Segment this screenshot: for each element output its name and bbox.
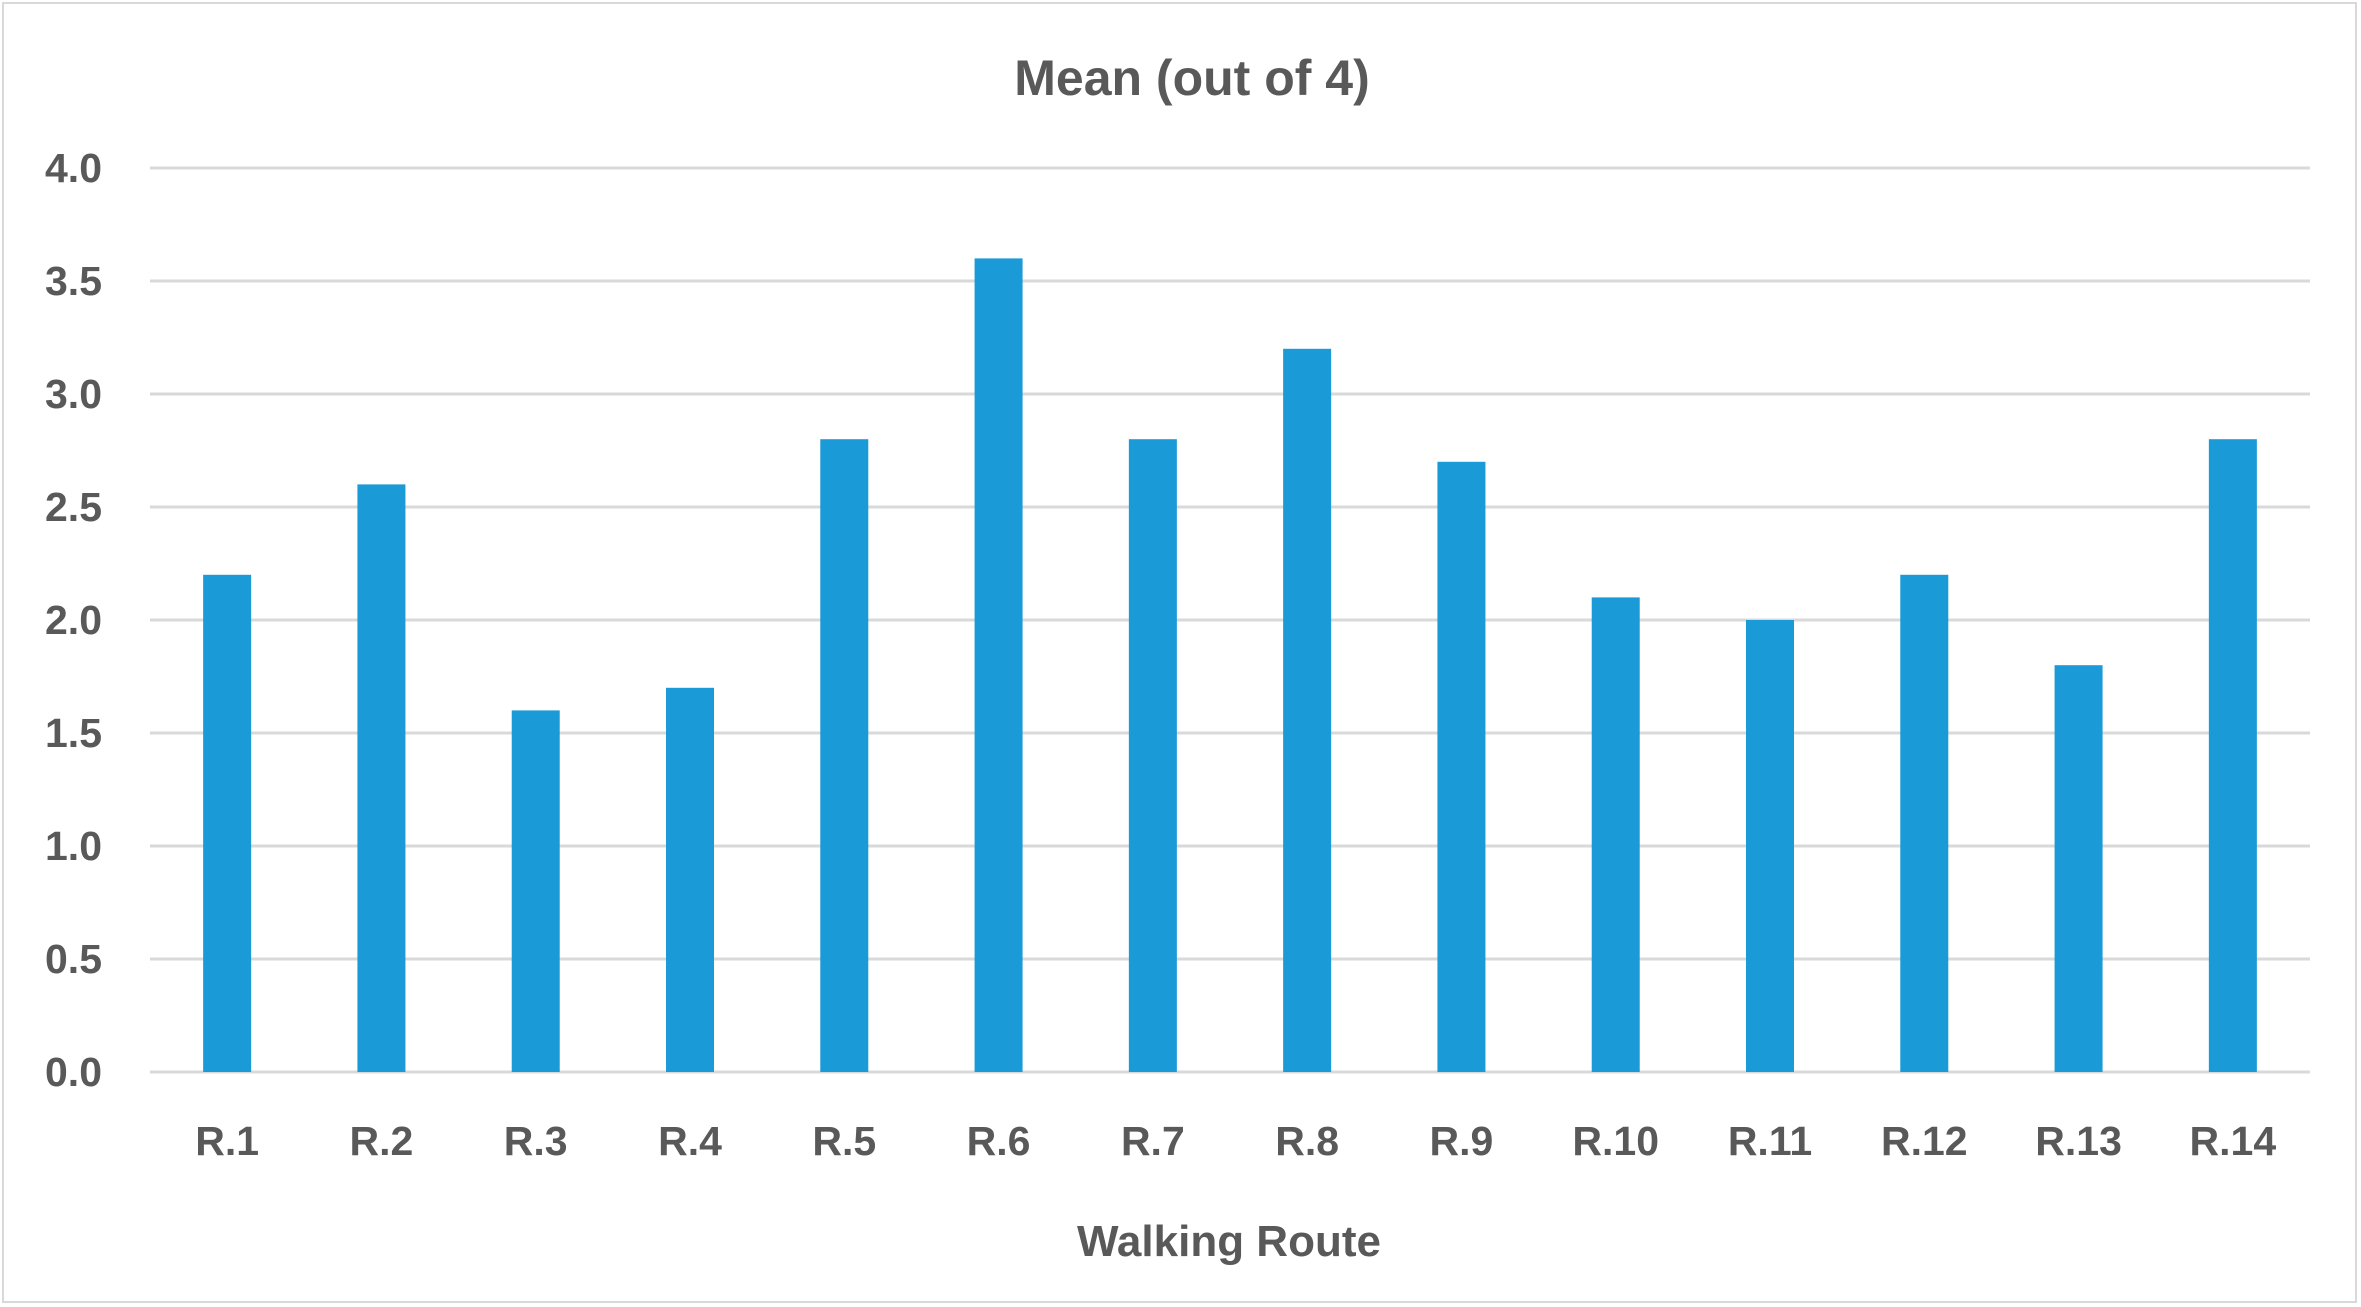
chart-title: Mean (out of 4) [1014,50,1370,106]
x-tick-label: R.4 [658,1118,722,1164]
x-tick-label: R.3 [504,1118,568,1164]
x-tick-label: R.8 [1275,1118,1339,1164]
bars [203,258,2257,1072]
bar-r14 [2208,439,2257,1072]
y-tick-label: 1.5 [45,710,102,756]
bar-r4 [666,687,714,1072]
x-tick-label: R.6 [967,1118,1031,1164]
x-tick-label: R.5 [812,1118,876,1164]
bar-r7 [1128,439,1177,1072]
bar-r2 [357,484,406,1072]
y-tick-label: 3.5 [45,258,102,304]
bar-r12 [1900,574,1949,1072]
x-tick-label: R.7 [1121,1118,1185,1164]
bar-r6 [974,258,1023,1072]
bar-r13 [2054,665,2103,1072]
bar-r5 [820,439,869,1072]
gridlines [150,166,2310,1074]
x-axis-label: Walking Route [1077,1217,1381,1266]
bar-r8 [1283,348,1332,1072]
bar-r11 [1746,620,1794,1072]
x-tick-label: R.13 [2035,1118,2122,1164]
y-tick-label: 4.0 [45,145,102,191]
x-tick-label: R.9 [1430,1118,1494,1164]
bar-r3 [511,710,560,1072]
bar-r1 [203,574,252,1072]
y-tick-label: 0.5 [45,936,102,982]
x-tick-label: R.10 [1572,1118,1659,1164]
x-axis-ticks: R.1 R.2 R.3 R.4 R.5 R.6 R.7 R.8 R.9 R.10 R.11 R.12 R… [195,1118,2276,1164]
y-tick-label: 0.0 [45,1049,102,1095]
y-tick-label: 2.5 [45,484,102,530]
x-tick-label: R.12 [1881,1118,1968,1164]
bar-r9 [1437,461,1486,1072]
x-tick-label: R.11 [1728,1118,1812,1164]
bar-r10 [1591,597,1640,1072]
y-tick-label: 2.0 [45,597,102,643]
x-tick-label: R.2 [350,1118,414,1164]
x-tick-label: R.1 [195,1118,259,1164]
x-tick-label: R.14 [2190,1118,2277,1164]
y-tick-label: 3.0 [45,371,102,417]
y-tick-label: 1.0 [45,823,102,869]
y-axis-ticks: 0.0 0.5 1.0 1.5 2.0 2.5 3.0 3.5 4.0 [45,145,102,1095]
